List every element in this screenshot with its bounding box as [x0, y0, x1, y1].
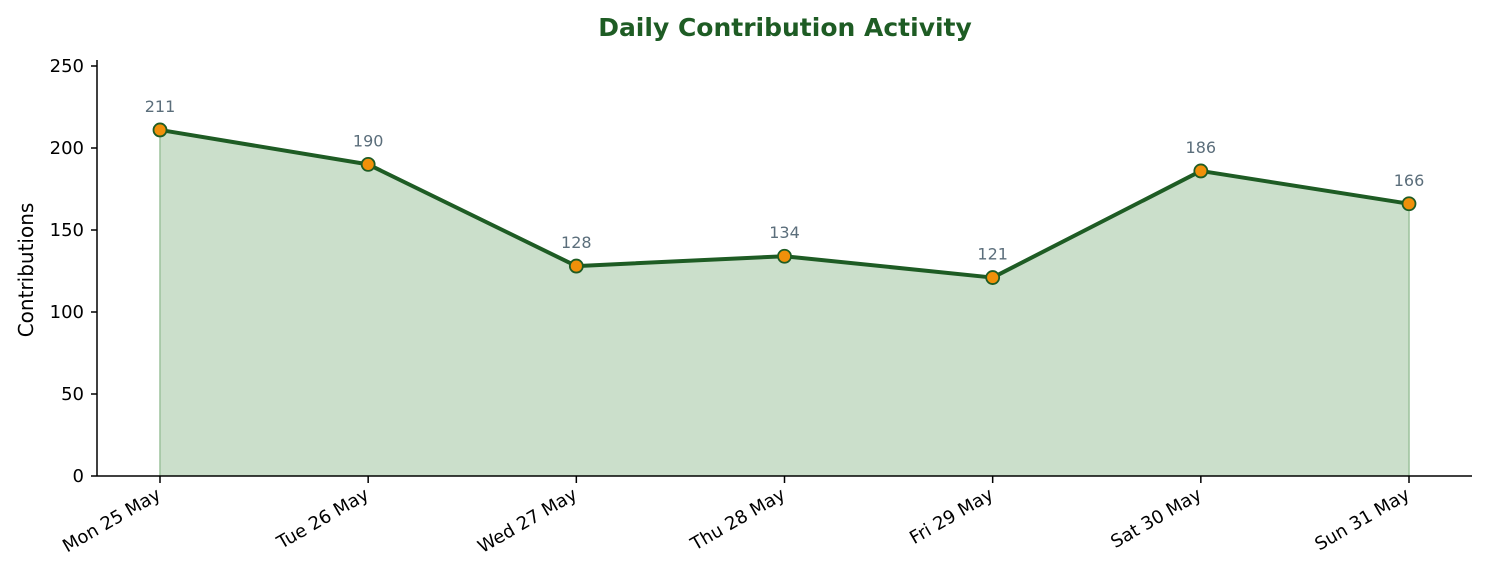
x-tick-label: Wed 27 May [474, 484, 581, 558]
data-point [360, 156, 376, 172]
y-tick-label: 0 [73, 466, 84, 487]
data-label: 134 [769, 223, 800, 242]
data-point [1193, 163, 1209, 179]
data-point [152, 122, 168, 138]
area-fill [160, 129, 1409, 476]
y-tick-label: 250 [50, 56, 84, 77]
data-label: 190 [353, 131, 384, 150]
y-axis-label: Contributions [14, 203, 38, 338]
x-tick-label: Thu 28 May [686, 484, 789, 556]
x-tick-label: Sun 31 May [1311, 484, 1413, 555]
data-label: 186 [1186, 138, 1217, 157]
chart-title: Daily Contribution Activity [598, 13, 972, 42]
plot-area: 0 50 100 150 200 250 Mon 25 May Tue 26 May Wed 2… [50, 56, 1472, 558]
data-label: 166 [1394, 171, 1425, 190]
y-tick-label: 150 [50, 220, 84, 241]
y-tick-label: 200 [50, 138, 84, 159]
x-tick-label: Fri 29 May [906, 484, 997, 549]
x-tick-label: Sat 30 May [1107, 484, 1205, 553]
y-tick-label: 100 [50, 302, 84, 323]
data-point [985, 270, 1001, 285]
data-point [777, 248, 792, 264]
data-point [568, 258, 584, 274]
data-point [1401, 196, 1417, 212]
x-tick-label: Tue 26 May [273, 484, 373, 554]
y-tick-label: 50 [61, 384, 84, 405]
data-label: 121 [977, 245, 1008, 264]
data-label: 128 [561, 233, 592, 252]
x-tick-label: Mon 25 May [59, 484, 165, 557]
data-label: 211 [145, 97, 176, 116]
